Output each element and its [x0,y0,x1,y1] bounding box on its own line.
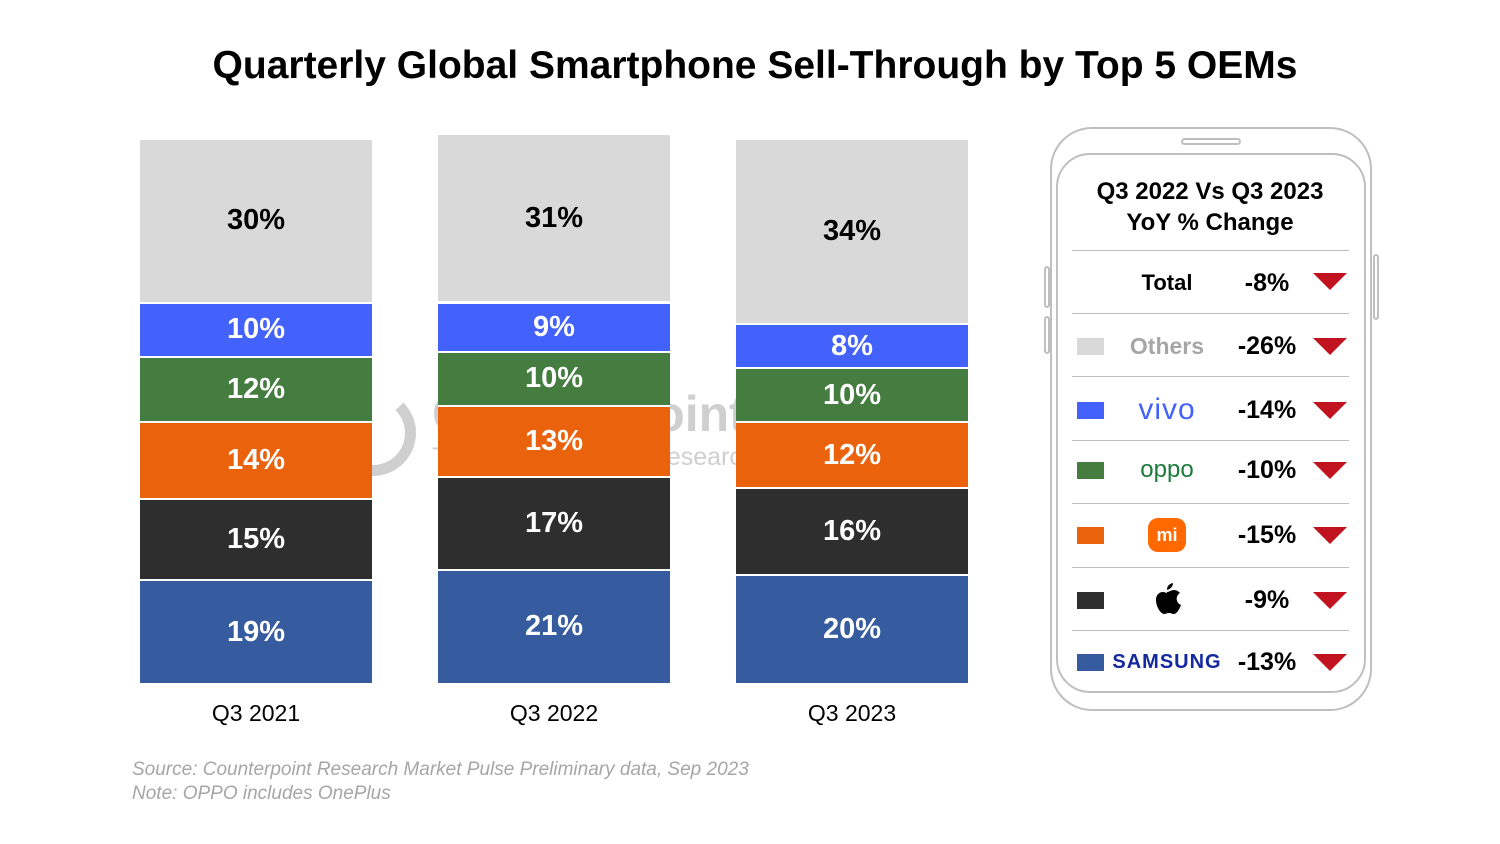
yoy-change: -15% [1237,521,1297,549]
down-arrow-icon [1313,592,1347,609]
xiaomi-logo-icon: mi [1148,518,1186,552]
yoy-row-others: Others -26% [1072,326,1349,366]
bar-segment-apple: 16% [736,488,968,576]
data-label: 12% [822,438,882,471]
bar-segment-xiaomi: 12% [736,423,968,489]
brand-label: vivo [1138,393,1196,426]
bar-segment-apple: 17% [438,477,670,571]
data-label: 15% [226,523,286,556]
bar-segment-samsung: 19% [140,581,372,685]
yoy-title-line1: Q3 2022 Vs Q3 2023 [1096,178,1324,205]
down-arrow-icon [1313,462,1347,479]
yoy-row-vivo: vivo -14% [1072,390,1349,430]
data-label: 10% [226,313,286,346]
phone-side-button [1044,316,1050,354]
data-label: 31% [524,201,584,234]
data-label: 34% [822,215,882,248]
apple-logo-icon [1156,583,1181,614]
bar-segment-oppo: 12% [140,358,372,424]
legend-swatch [1077,462,1104,479]
data-label: 13% [524,424,584,457]
row-divider [1072,567,1349,568]
bar-segment-samsung: 21% [438,570,670,685]
yoy-title-line2: YoY % Change [1126,209,1294,236]
x-tick-label: Q3 2021 [211,700,301,726]
phone-side-button [1044,266,1050,308]
yoy-change: -26% [1237,332,1297,360]
chart-title: Quarterly Global Smartphone Sell-Through… [212,44,1298,87]
data-label: 17% [524,506,584,539]
bar-segment-others: 31% [438,134,670,304]
yoy-row-total: Total -8% [1072,263,1349,303]
row-divider [1072,440,1349,441]
row-divider [1072,503,1349,504]
phone-frame [1050,127,1372,711]
data-label: 30% [226,204,286,237]
yoy-title: Q3 2022 Vs Q3 2023 YoY % Change [1060,176,1360,238]
bar-segment-apple: 15% [140,499,372,582]
data-label: 8% [831,329,873,362]
yoy-row-apple: Apple -9% [1072,580,1349,620]
yoy-row-mi: mi -15% [1072,515,1349,555]
x-tick-label: Q3 2023 [807,700,897,726]
phone-screen [1056,153,1366,693]
phone-speaker [1181,138,1241,145]
yoy-row-samsung: SAMSUNG -13% [1072,642,1349,682]
data-label: 20% [822,613,882,645]
note-text: Note: OPPO includes OnePlus [132,783,391,804]
bar-segment-vivo: 9% [438,303,670,353]
legend-swatch [1077,527,1104,544]
data-label: 10% [524,362,584,395]
row-divider [1072,630,1349,631]
down-arrow-icon [1313,527,1347,544]
bar-segment-others: 34% [736,140,968,326]
data-label: 16% [822,514,882,547]
data-label: 9% [533,310,575,343]
legend-swatch [1077,402,1104,419]
row-divider [1072,250,1349,251]
bar-segment-xiaomi: 13% [438,407,670,478]
down-arrow-icon [1313,402,1347,419]
legend-swatch [1077,338,1104,355]
brand-label: SAMSUNG [1112,650,1222,673]
bar-segment-vivo: 10% [140,303,372,358]
data-label: 12% [226,373,286,406]
x-tick-label: Q3 2022 [509,700,599,726]
data-label: 10% [822,378,882,411]
data-label: 19% [226,615,286,648]
row-divider [1072,376,1349,377]
bar-segment-xiaomi: 14% [140,423,372,500]
brand-label: Total [1141,270,1193,295]
brand-label: Others [1129,332,1205,359]
bar-segment-oppo: 10% [736,368,968,424]
data-label: 21% [524,610,584,643]
down-arrow-icon [1313,338,1347,355]
down-arrow-icon [1313,273,1347,290]
source-text: Source: Counterpoint Research Market Pul… [132,759,749,780]
legend-swatch [1077,592,1104,609]
yoy-change: -9% [1244,586,1290,614]
brand-label: oppo [1140,456,1194,483]
bar-segment-oppo: 10% [438,352,670,408]
bar-segment-vivo: 8% [736,325,968,369]
data-label: 14% [226,444,286,477]
down-arrow-icon [1313,654,1347,671]
yoy-change: -13% [1237,648,1297,676]
source-notes: Source: Counterpoint Research Market Pul… [132,758,749,806]
brand-label: Apple [1112,580,1222,620]
yoy-row-oppo: oppo -10% [1072,450,1349,490]
bar-segment-samsung: 20% [736,576,968,685]
yoy-change: -8% [1244,269,1290,297]
row-divider [1072,313,1349,314]
brand-label: mi [1112,515,1222,555]
yoy-change: -10% [1237,456,1297,484]
phone-power-button [1373,254,1379,320]
legend-swatch [1077,654,1104,671]
yoy-change: -14% [1237,396,1297,424]
bar-segment-others: 30% [140,140,372,304]
